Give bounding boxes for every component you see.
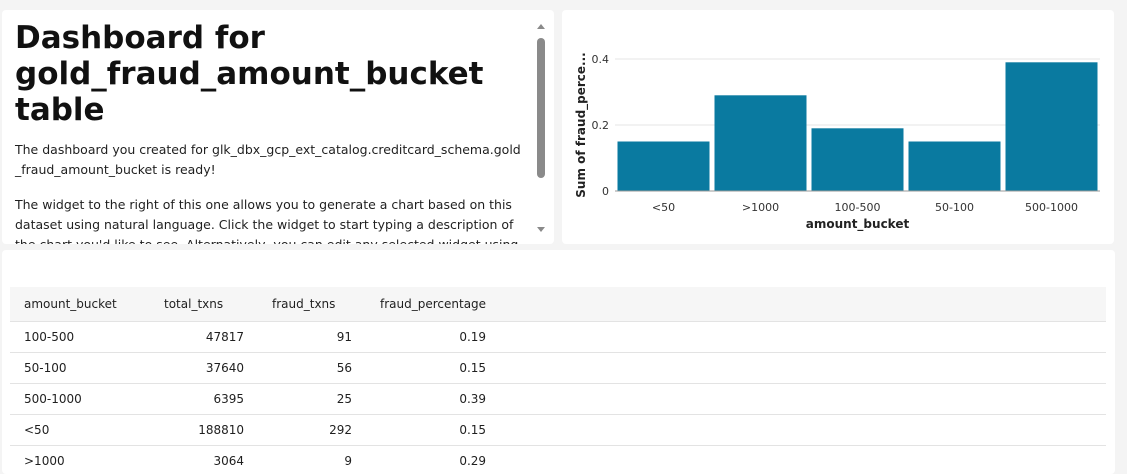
x-tick-label: 100-500: [835, 201, 881, 214]
y-tick-label: 0.2: [592, 119, 610, 132]
data-table: amount_bucket total_txns fraud_txns frau…: [10, 287, 1106, 474]
cell-fraud-txns: 25: [258, 382, 366, 414]
dashboard-title: Dashboard for gold_fraud_amount_bucket t…: [15, 20, 484, 128]
cell-amount-bucket: 50-100: [10, 351, 150, 383]
cell-fraud-txns: 91: [258, 320, 366, 352]
y-axis-title: Sum of fraud_perce...: [574, 52, 589, 197]
y-tick-label: 0.4: [592, 53, 610, 66]
table-header-row: amount_bucket total_txns fraud_txns frau…: [10, 287, 1106, 321]
x-tick-label: >1000: [742, 201, 779, 214]
column-header-fraud-txns[interactable]: fraud_txns: [272, 296, 336, 311]
text-widget[interactable]: Dashboard for gold_fraud_amount_bucket t…: [2, 10, 554, 244]
cell-spacer: [500, 351, 1106, 383]
column-header-amount-bucket[interactable]: amount_bucket: [24, 296, 117, 311]
scroll-up-arrow-icon[interactable]: [537, 24, 545, 29]
x-axis-title: amount_bucket: [806, 217, 910, 232]
cell-total-txns: 3064: [150, 444, 258, 474]
cell-total-txns: 47817: [150, 320, 258, 352]
cell-total-txns: 37640: [150, 351, 258, 383]
x-tick-label: 50-100: [935, 201, 974, 214]
cell-fraud-percentage: 0.39: [366, 382, 501, 414]
cell-spacer: [500, 444, 1106, 474]
instructions-paragraph: The widget to the right of this one allo…: [15, 197, 518, 244]
cell-fraud-percentage: 0.15: [366, 413, 501, 445]
bar-chart: 0 0.2 0.4 <50 >1000 100-500 50-100 500-1000 am…: [574, 52, 1100, 232]
cell-spacer: [500, 320, 1106, 352]
table-row[interactable]: >1000 3064 9 0.29: [10, 444, 1106, 474]
x-tick-label: 500-1000: [1025, 201, 1078, 214]
table-widget[interactable]: amount_bucket total_txns fraud_txns frau…: [2, 250, 1115, 474]
cell-fraud-percentage: 0.15: [366, 351, 501, 383]
column-header-spacer: [500, 287, 1106, 321]
cell-fraud-percentage: 0.19: [366, 320, 501, 352]
y-axis-ticks: 0 0.2 0.4: [592, 53, 610, 198]
cell-fraud-txns: 56: [258, 351, 366, 383]
cell-amount-bucket: 500-1000: [10, 382, 150, 414]
x-axis-ticks: <50 >1000 100-500 50-100 500-1000: [652, 201, 1078, 214]
bar-1[interactable]: [714, 95, 807, 191]
table-row[interactable]: <50 188810 292 0.15: [10, 413, 1106, 445]
cell-fraud-percentage: 0.29: [366, 444, 501, 474]
cell-total-txns: 188810: [150, 413, 258, 445]
bar-3[interactable]: [908, 141, 1001, 192]
bar-0[interactable]: [617, 141, 710, 192]
cell-amount-bucket: 100-500: [10, 320, 150, 352]
scroll-thumb[interactable]: [537, 38, 545, 178]
table-row[interactable]: 100-500 47817 91 0.19: [10, 320, 1106, 352]
table-row[interactable]: 500-1000 6395 25 0.39: [10, 382, 1106, 414]
column-header-fraud-percentage[interactable]: fraud_percentage: [380, 296, 487, 311]
text-widget-scrollbar[interactable]: [536, 22, 546, 234]
y-tick-label: 0: [602, 185, 609, 198]
table-row[interactable]: 50-100 37640 56 0.15: [10, 351, 1106, 383]
cell-spacer: [500, 382, 1106, 414]
cell-amount-bucket: <50: [10, 413, 150, 445]
bar-2[interactable]: [811, 128, 904, 191]
text-widget-body: Dashboard for gold_fraud_amount_bucket t…: [15, 20, 525, 244]
cell-spacer: [500, 413, 1106, 445]
chart-widget[interactable]: 0 0.2 0.4 <50 >1000 100-500 50-100 500-1000 am…: [562, 10, 1114, 244]
bar-4[interactable]: [1005, 62, 1098, 191]
cell-fraud-txns: 9: [258, 444, 366, 474]
cell-total-txns: 6395: [150, 382, 258, 414]
scroll-down-arrow-icon[interactable]: [537, 227, 545, 232]
cell-fraud-txns: 292: [258, 413, 366, 445]
x-tick-label: <50: [652, 201, 675, 214]
chart-bars: [617, 62, 1098, 192]
column-header-total-txns[interactable]: total_txns: [164, 296, 224, 311]
cell-amount-bucket: >1000: [10, 444, 150, 474]
intro-paragraph: The dashboard you created for glk_dbx_gc…: [15, 142, 521, 177]
